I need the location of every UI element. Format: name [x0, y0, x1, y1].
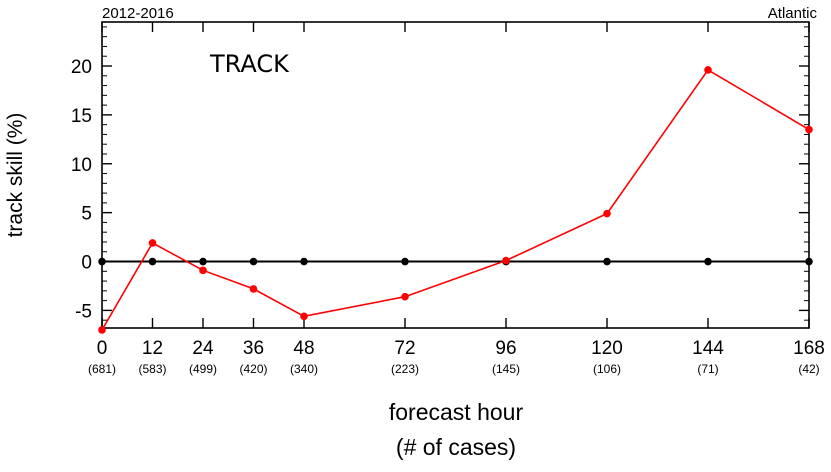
- y-axis-label: track skill (%): [4, 113, 27, 238]
- x-axis-sublabel: (# of cases): [396, 434, 516, 460]
- chart-title: TRACK: [209, 50, 290, 78]
- data-point: [98, 326, 106, 334]
- data-point: [199, 257, 207, 266]
- data-point: [148, 257, 157, 266]
- data-point: [300, 312, 308, 321]
- x-case-count: (499): [189, 362, 217, 376]
- data-point: [805, 125, 813, 134]
- x-axis-label: forecast hour: [389, 399, 524, 425]
- x-case-count: (583): [138, 362, 166, 376]
- y-tick-label: 20: [71, 57, 92, 78]
- data-point: [249, 285, 258, 293]
- x-case-count: (145): [492, 362, 520, 376]
- x-ticks: 0 (681) 12 (583) 24 (499) 36 (420) 48 (340) 72 (223…: [88, 22, 825, 376]
- data-point: [300, 257, 308, 266]
- x-case-count: (420): [239, 362, 267, 376]
- top-left-label: 2012-2016: [102, 5, 174, 22]
- x-tick-label: 36: [243, 338, 264, 359]
- x-tick-label: 96: [495, 338, 516, 359]
- data-point: [502, 256, 510, 265]
- x-tick-label: 48: [293, 338, 314, 359]
- x-tick-label: 12: [142, 338, 163, 359]
- y-minor-ticks: [102, 26, 809, 321]
- series-layer: [98, 66, 813, 334]
- x-case-count: (71): [697, 362, 718, 376]
- y-tick-label: -5: [75, 301, 92, 322]
- data-point: [401, 257, 409, 266]
- y-major-ticks: -5 0 5 10 15 20: [71, 57, 809, 322]
- data-point: [805, 257, 813, 266]
- x-tick-label: 168: [793, 338, 825, 359]
- x-case-count: (340): [290, 362, 318, 376]
- plot-frame: [101, 21, 810, 329]
- x-tick-label: 24: [192, 338, 214, 359]
- y-tick-label: 10: [71, 155, 92, 176]
- x-case-count: (106): [593, 362, 621, 376]
- data-point: [603, 257, 611, 266]
- data-point: [401, 292, 409, 301]
- series-line: [101, 68, 810, 331]
- x-tick-label: 120: [591, 338, 623, 359]
- y-tick-label: 0: [81, 253, 92, 274]
- data-point: [148, 239, 157, 247]
- data-point: [249, 257, 258, 266]
- data-point: [603, 209, 611, 218]
- x-case-count: (223): [391, 362, 419, 376]
- y-tick-label: 5: [81, 204, 92, 225]
- x-tick-label: 144: [692, 338, 724, 359]
- data-point: [704, 257, 712, 266]
- x-case-count: (42): [798, 362, 819, 376]
- x-case-count: (681): [88, 362, 116, 376]
- top-right-label: Atlantic: [768, 5, 818, 22]
- x-tick-label: 72: [394, 338, 415, 359]
- data-point: [199, 266, 207, 275]
- y-tick-label: 15: [71, 106, 92, 127]
- data-point: [98, 257, 106, 266]
- data-point: [704, 66, 712, 74]
- x-tick-label: 0: [97, 338, 108, 359]
